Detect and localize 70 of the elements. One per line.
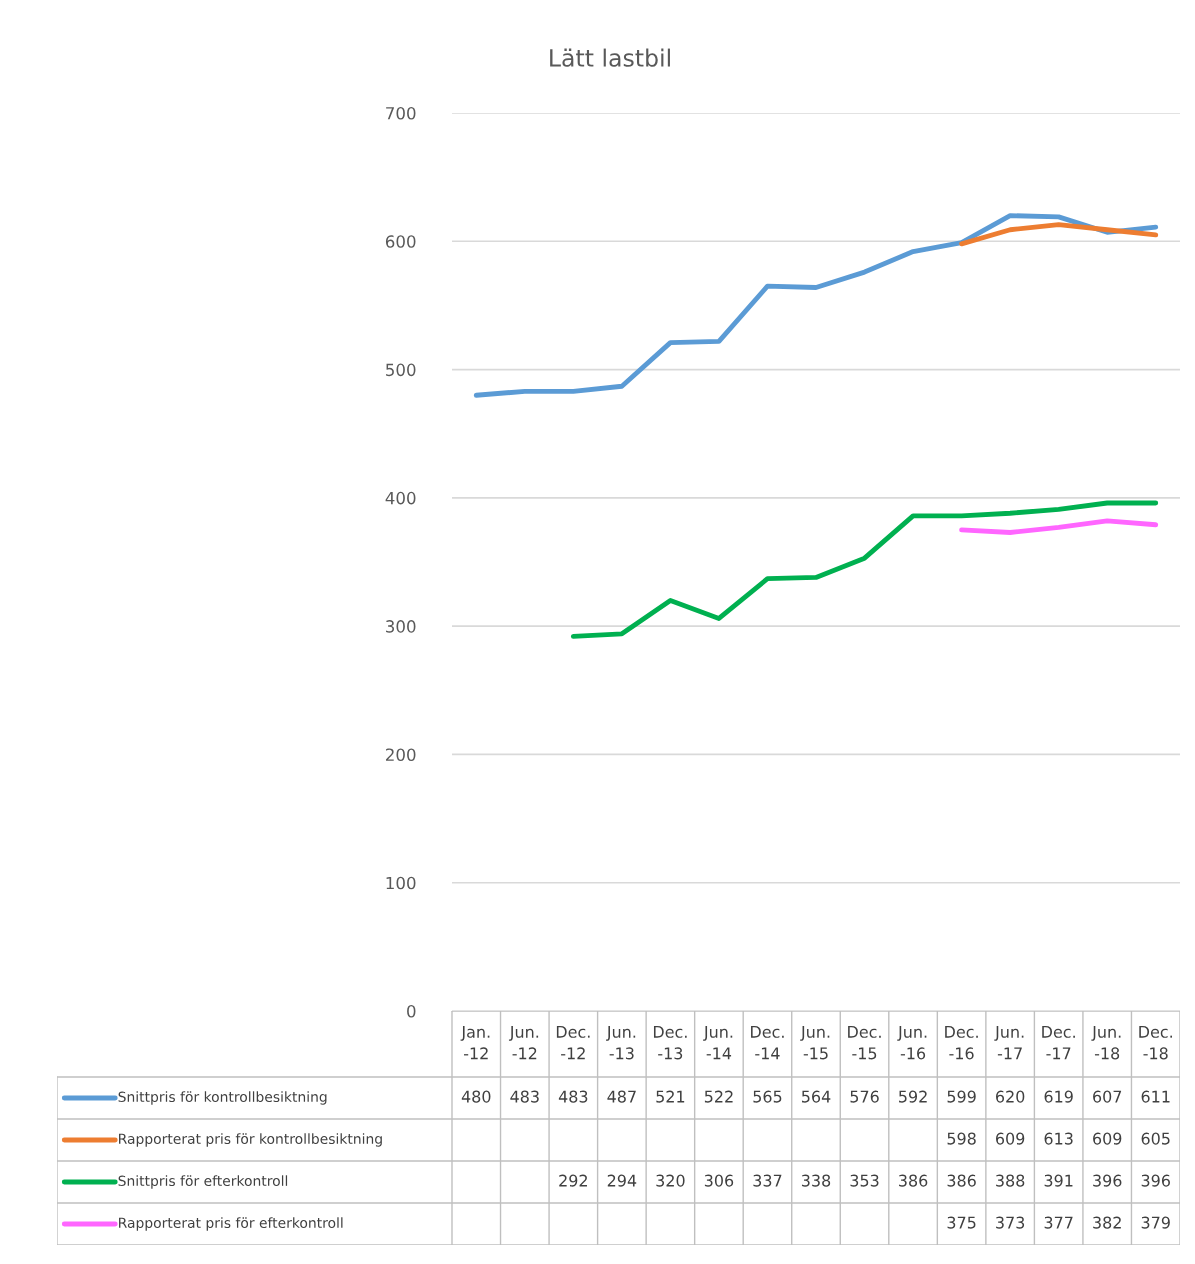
data-label: 521 [656, 1090, 685, 1103]
data-label: 379 [1141, 1216, 1170, 1229]
data-label: 396 [1093, 1174, 1122, 1187]
x-tick-label: Dec. -18 [1139, 1026, 1172, 1060]
data-label: 480 [461, 1090, 491, 1103]
y-tick-label: 600 [385, 235, 416, 248]
line-series [959, 518, 1159, 535]
chart-title: Lätt lastbil [550, 48, 670, 67]
data-label: 388 [996, 1174, 1025, 1187]
x-tick-label: Jun. -17 [994, 1026, 1024, 1060]
data-label: 306 [704, 1174, 734, 1187]
y-tick-label: 500 [386, 363, 416, 377]
data-label: 605 [1141, 1132, 1170, 1145]
data-label: 382 [1093, 1216, 1121, 1229]
x-tick-label: Dec. -12 [556, 1026, 590, 1060]
line-series [570, 500, 1159, 639]
data-label: 396 [1141, 1174, 1170, 1187]
x-tick-label: Dec. -13 [653, 1026, 687, 1060]
x-tick-label: Dec. -15 [848, 1026, 881, 1060]
data-label: 576 [850, 1090, 879, 1103]
y-tick-label: 0 [407, 1004, 416, 1018]
x-tick-label: Jun. -14 [703, 1026, 733, 1060]
data-label: 294 [607, 1174, 637, 1187]
data-label: 564 [801, 1090, 831, 1103]
y-tick-label: 300 [386, 620, 416, 633]
data-label: 607 [1093, 1090, 1122, 1103]
legend-label: Rapporterat pris för kontrollbesiktning [119, 1133, 382, 1147]
x-tick-label: Jun. -18 [1091, 1026, 1121, 1060]
data-label: 611 [1141, 1090, 1170, 1103]
data-label: 292 [559, 1174, 587, 1187]
data-label: 320 [656, 1174, 685, 1187]
x-tick-label: Jun. -13 [606, 1026, 636, 1060]
data-label: 487 [607, 1090, 636, 1103]
x-tick-label: Jan. -12 [460, 1026, 490, 1060]
data-label: 337 [753, 1174, 782, 1187]
x-tick-label: Dec. -17 [1042, 1026, 1075, 1060]
data-label: 609 [1093, 1132, 1122, 1145]
line-series [473, 213, 1159, 398]
data-label: 592 [899, 1090, 927, 1103]
data-label: 522 [704, 1090, 733, 1103]
data-label: 565 [753, 1090, 782, 1103]
y-tick-label: 400 [385, 491, 416, 505]
data-label: 483 [558, 1090, 588, 1103]
data-label: 377 [1044, 1216, 1073, 1229]
x-tick-label: Dec. -14 [751, 1026, 784, 1060]
x-tick-label: Jun. -12 [508, 1026, 539, 1060]
data-label: 483 [510, 1090, 539, 1103]
data-label: 620 [996, 1090, 1025, 1103]
data-label: 599 [947, 1090, 976, 1103]
data-label: 619 [1044, 1090, 1073, 1103]
x-tick-label: Dec. -16 [945, 1026, 978, 1060]
x-tick-label: Jun. -15 [800, 1026, 830, 1060]
data-label: 375 [947, 1216, 976, 1229]
x-tick-label: Jun. -16 [897, 1026, 927, 1060]
data-label: 613 [1044, 1132, 1073, 1145]
data-label: 598 [947, 1132, 976, 1145]
data-label: 338 [801, 1174, 831, 1187]
y-tick-label: 200 [385, 748, 416, 761]
data-label: 386 [947, 1174, 976, 1187]
legend-label: Rapporterat pris för efterkontroll [119, 1217, 343, 1231]
legend-label: Snittpris för efterkontroll [118, 1175, 288, 1189]
legend-label: Snittpris för kontrollbesiktning [118, 1091, 327, 1105]
line-series [959, 222, 1159, 247]
data-label: 391 [1044, 1174, 1073, 1187]
data-label: 353 [850, 1174, 879, 1187]
data-label: 609 [996, 1132, 1025, 1145]
data-label: 373 [996, 1216, 1025, 1229]
y-tick-label: 100 [386, 876, 416, 890]
y-tick-label: 700 [386, 106, 416, 120]
data-label: 386 [899, 1174, 928, 1187]
